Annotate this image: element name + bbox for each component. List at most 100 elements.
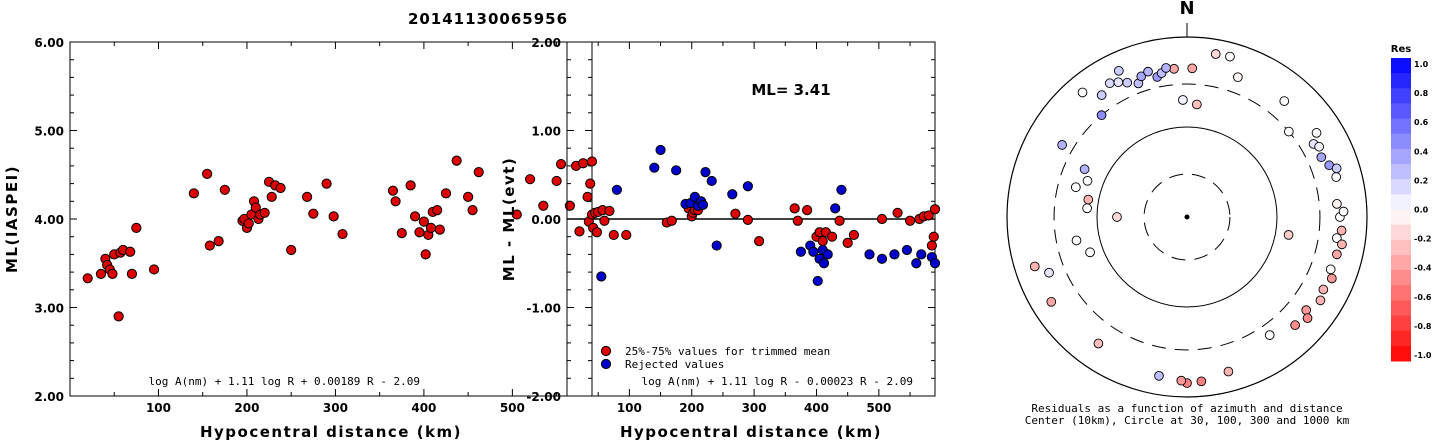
station-residual-point: [1079, 164, 1090, 175]
station-residual-point: [1332, 249, 1342, 260]
colorbar-segment: [1391, 179, 1411, 195]
ml-station-point: [396, 228, 407, 239]
ml-station-point: [551, 175, 562, 187]
y-tick-label: 5.00: [34, 125, 64, 139]
ml-station-point: [414, 227, 425, 238]
rejected-point: [830, 203, 841, 214]
ml-station-point: [113, 311, 124, 322]
rejected-point: [836, 184, 847, 195]
caption-line-1: Residuals as a function of azimuth and d…: [1031, 402, 1342, 415]
trimmed-mean-point: [848, 229, 860, 241]
ml-station-point: [511, 209, 522, 220]
station-residual-point: [1044, 267, 1054, 278]
ml-station-point: [409, 211, 421, 222]
colorbar-segment: [1391, 345, 1411, 362]
colorbar-tick-label: 0.4: [1414, 147, 1429, 156]
ml-station-point: [275, 182, 286, 194]
trimmed-mean-point: [621, 229, 632, 241]
trimmed-mean-point: [608, 229, 619, 241]
colorbar-title: Res: [1391, 44, 1411, 55]
ml-station-point: [95, 268, 107, 279]
station-residual-point: [1178, 95, 1188, 105]
station-residual-point: [1082, 203, 1092, 214]
ml-station-point: [555, 159, 567, 170]
ml-station-point: [337, 228, 348, 240]
trimmed-mean-point: [817, 236, 828, 247]
ml-station-point: [473, 166, 484, 178]
station-residual-point: [1136, 71, 1147, 82]
ml-station-point: [188, 188, 199, 199]
trimmed-mean-point: [574, 226, 585, 237]
station-residual-point: [1302, 313, 1313, 323]
y-tick-label: -2.00: [526, 390, 561, 404]
trimmed-mean-point: [826, 231, 838, 242]
caption-line-2: Center (10km), Circle at 30, 100, 300 an…: [1025, 414, 1350, 427]
ml-station-point: [125, 246, 136, 257]
x-tick-label: 100: [617, 401, 642, 415]
trimmed-mean-point: [929, 204, 941, 215]
rejected-point: [742, 181, 753, 192]
station-residual-point: [1331, 233, 1342, 243]
station-residual-point: [1113, 77, 1124, 88]
ml-station-point: [585, 178, 596, 189]
ml-station-point: [524, 174, 536, 185]
trimmed-mean-point: [876, 213, 888, 225]
ml-station-point: [126, 268, 138, 279]
station-residual-point: [1113, 65, 1124, 76]
rejected-point: [812, 275, 823, 287]
trimmed-mean-point: [842, 237, 853, 248]
rejected-point: [706, 175, 717, 187]
north-label: N: [1179, 0, 1194, 19]
circle-30km: [1143, 173, 1231, 261]
rejected-point: [671, 165, 682, 176]
station-residual-point: [1223, 366, 1234, 377]
colorbar-tick-label: -0.4: [1414, 264, 1432, 273]
ml-station-point: [321, 178, 332, 189]
rejected-point: [876, 253, 888, 264]
station-residual-point: [1122, 77, 1133, 88]
colorbar-tick-label: -0.6: [1414, 293, 1432, 302]
ml-station-point: [538, 200, 549, 211]
trimmed-mean-point: [892, 207, 903, 218]
station-residual-point: [1096, 110, 1107, 121]
center-point: [1184, 214, 1190, 220]
trimmed-mean-point: [742, 214, 753, 225]
colorbar-segment: [1391, 209, 1411, 226]
colorbar-segment: [1391, 300, 1411, 317]
colorbar-segment: [1391, 58, 1411, 74]
colorbar-segment: [1391, 148, 1411, 165]
x-tick-label: 300: [323, 401, 348, 415]
legend-label: 25%-75% values for trimmed mean: [625, 345, 830, 358]
circle-300km: [1053, 83, 1321, 351]
rejected-point: [889, 249, 900, 260]
trimmed-mean-point: [730, 208, 741, 219]
trimmed-mean-point: [923, 210, 934, 221]
colorbar-tick-label: -0.2: [1414, 235, 1432, 244]
y-tick-label: 2.00: [34, 390, 64, 404]
y-tick-label: -1.00: [526, 302, 561, 316]
colorbar-tick-label: 1.0: [1414, 60, 1429, 69]
ml-station-point: [259, 207, 270, 218]
station-residual-point: [1169, 63, 1179, 74]
station-residual-point: [1225, 51, 1235, 62]
ml-station-point: [202, 168, 213, 179]
ml-station-point: [148, 264, 160, 275]
station-residual-point: [1318, 284, 1329, 295]
ml-station-point: [578, 158, 589, 169]
y-tick-label: 3.00: [34, 302, 64, 316]
station-residual-point: [1046, 296, 1057, 307]
station-residual-point: [1332, 199, 1342, 209]
ml-station-point: [586, 156, 598, 167]
trimmed-mean-point: [802, 205, 813, 216]
station-residual-point: [1331, 172, 1342, 182]
rejected-point: [916, 249, 927, 260]
station-residual-point: [1143, 66, 1153, 77]
ml-station-point: [405, 180, 416, 191]
station-residual-point: [1316, 152, 1327, 163]
ml-station-point: [308, 208, 319, 219]
x-tick-label: 200: [234, 401, 259, 415]
y-axis-label: ML - ML(evt): [500, 157, 518, 281]
station-residual-point: [1112, 212, 1122, 222]
station-residual-point: [1077, 87, 1088, 98]
y-tick-label: 0.00: [531, 213, 561, 227]
